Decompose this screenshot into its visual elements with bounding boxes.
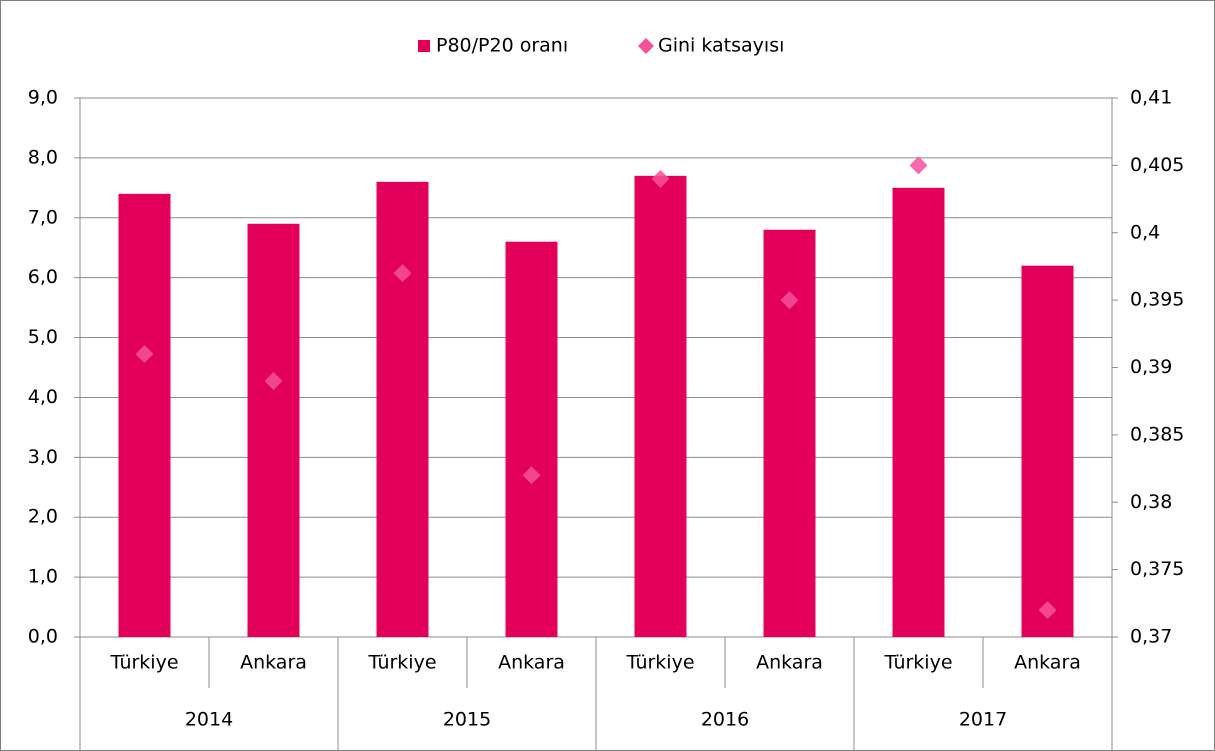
x-tick-label: Türkiye bbox=[883, 652, 952, 674]
y-tick-label: 4,0 bbox=[28, 386, 58, 408]
bar bbox=[634, 175, 687, 637]
y-tick-label: 2,0 bbox=[28, 506, 58, 528]
point bbox=[1038, 601, 1057, 620]
point bbox=[651, 169, 670, 188]
y-tick-label: 5,0 bbox=[28, 326, 58, 348]
y-tick-label: 3,0 bbox=[28, 446, 58, 468]
bar bbox=[247, 223, 300, 637]
legend-swatch bbox=[638, 38, 654, 54]
group-label: 2014 bbox=[185, 709, 233, 731]
group-label: 2016 bbox=[701, 709, 749, 731]
y2-tick-label: 0,385 bbox=[1130, 423, 1184, 445]
point bbox=[393, 264, 412, 283]
point bbox=[780, 291, 799, 310]
legend-swatch bbox=[418, 40, 430, 52]
group-label: 2017 bbox=[959, 709, 1007, 731]
x-tick-label: Ankara bbox=[498, 652, 565, 674]
y-tick-label: 9,0 bbox=[28, 87, 58, 109]
y-tick-label: 7,0 bbox=[28, 206, 58, 228]
x-tick-label: Türkiye bbox=[625, 652, 694, 674]
y-tick-label: 8,0 bbox=[28, 146, 58, 168]
point bbox=[522, 466, 541, 485]
x-tick-label: Ankara bbox=[1014, 652, 1081, 674]
bar bbox=[892, 187, 945, 638]
bar bbox=[1021, 265, 1074, 637]
y2-tick-label: 0,4 bbox=[1130, 221, 1160, 243]
legend-label: Gini katsayısı bbox=[658, 35, 784, 57]
point bbox=[135, 345, 154, 364]
bar bbox=[376, 181, 429, 637]
x-tick-label: Ankara bbox=[756, 652, 823, 674]
y2-tick-label: 0,375 bbox=[1130, 558, 1184, 580]
y2-tick-label: 0,38 bbox=[1130, 491, 1172, 513]
y2-tick-label: 0,37 bbox=[1130, 626, 1172, 648]
point bbox=[264, 371, 283, 390]
group-label: 2015 bbox=[443, 709, 491, 731]
legend-label: P80/P20 oranı bbox=[436, 35, 568, 57]
bar bbox=[763, 229, 816, 637]
y-tick-label: 1,0 bbox=[28, 566, 58, 588]
y2-tick-label: 0,405 bbox=[1130, 154, 1184, 176]
x-tick-label: Türkiye bbox=[109, 652, 178, 674]
x-tick-label: Ankara bbox=[240, 652, 307, 674]
point bbox=[909, 156, 928, 175]
y-tick-label: 6,0 bbox=[28, 266, 58, 288]
y2-tick-label: 0,395 bbox=[1130, 289, 1184, 311]
y2-tick-label: 0,39 bbox=[1130, 356, 1172, 378]
y2-tick-label: 0,41 bbox=[1130, 87, 1172, 109]
bar bbox=[118, 193, 171, 638]
x-tick-label: Türkiye bbox=[367, 652, 436, 674]
bar bbox=[505, 241, 558, 637]
y-tick-label: 0,0 bbox=[28, 626, 58, 648]
